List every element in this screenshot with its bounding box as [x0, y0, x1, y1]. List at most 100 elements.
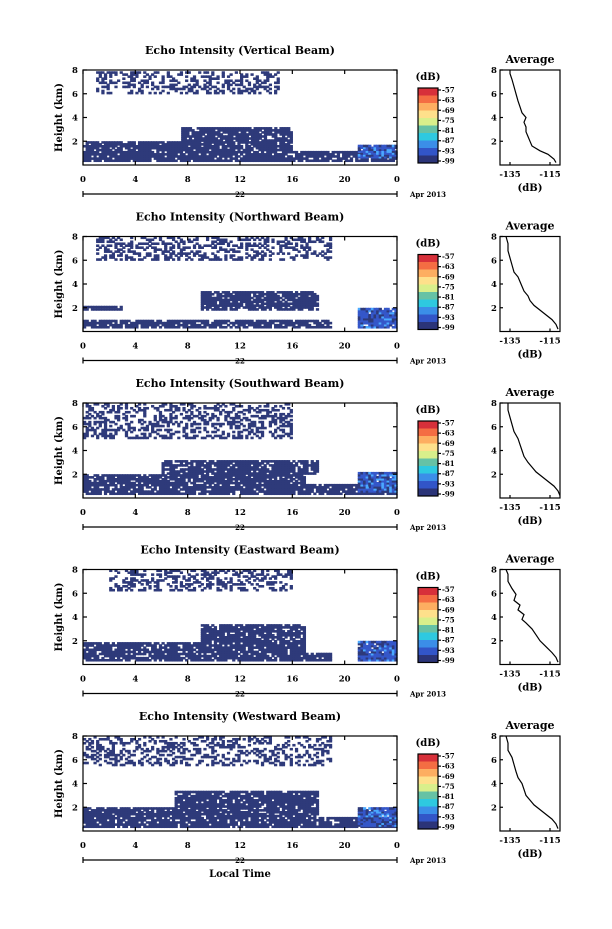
heatmap-cell	[271, 291, 275, 294]
heatmap-cell	[224, 254, 228, 257]
heatmap-cell	[225, 131, 229, 134]
heatmap-cell	[208, 481, 212, 485]
heatmap-cell	[224, 298, 228, 302]
heatmap-cell	[203, 306, 207, 309]
heatmap-cell	[216, 472, 220, 475]
heatmap-cell	[101, 244, 105, 247]
heatmap-cell	[258, 127, 262, 130]
heatmap-cell	[83, 490, 87, 493]
heatmap-cell	[300, 238, 304, 242]
heatmap-cell	[198, 486, 202, 489]
heatmap-cell	[234, 291, 238, 294]
heatmap-cell	[122, 476, 126, 479]
heatmap-cell	[281, 479, 286, 483]
heatmap-cell	[268, 302, 272, 306]
heatmap-cell	[389, 315, 393, 319]
heatmap-cell	[224, 146, 228, 150]
heatmap-cell	[237, 148, 241, 152]
heatmap-cell	[253, 483, 257, 487]
heatmap-cell	[182, 403, 186, 406]
heatmap-cell	[321, 486, 325, 489]
heatmap-cell	[177, 483, 181, 487]
heatmap-cell	[229, 256, 233, 259]
heatmap-cell	[211, 472, 215, 475]
heatmap-cell	[98, 490, 102, 493]
heatmap-cell	[153, 146, 157, 150]
heatmap-cell	[111, 488, 115, 491]
heatmap-cell	[260, 466, 265, 469]
heatmap-cell	[171, 236, 176, 240]
heatmap-cell	[101, 404, 105, 408]
heatmap-cell	[342, 488, 346, 491]
heatmap-cell	[169, 414, 173, 418]
heatmap-cell	[199, 129, 203, 132]
heatmap-cell	[106, 308, 110, 311]
heatmap-cell	[237, 141, 241, 144]
heatmap-cell	[232, 472, 236, 475]
heatmap-cell	[279, 139, 283, 142]
heatmap-cell	[240, 404, 244, 408]
heatmap-cell	[255, 319, 259, 323]
heatmap-cell	[391, 313, 395, 317]
heatmap-cell	[119, 488, 123, 491]
heatmap-cell	[161, 159, 165, 163]
heatmap-cell	[292, 323, 296, 327]
heatmap-cell	[221, 470, 225, 473]
heatmap-cell	[122, 321, 126, 325]
heatmap-cell	[334, 490, 338, 493]
heatmap-cell	[256, 137, 260, 140]
colorbar-segment	[418, 451, 438, 459]
heatmap-cell	[253, 294, 257, 298]
heatmap-cell	[240, 460, 244, 463]
heatmap-cell	[111, 404, 115, 408]
heatmap-cell	[258, 157, 262, 160]
heatmap-cell	[365, 146, 369, 150]
heatmap-cell	[242, 416, 246, 420]
heatmap-cell	[135, 155, 139, 158]
heatmap-cell	[237, 468, 241, 471]
heatmap-cell	[214, 127, 218, 130]
heatmap-cell	[287, 486, 291, 489]
heatmap-cell	[190, 460, 194, 463]
heatmap-cell	[258, 146, 262, 150]
heatmap-cell	[240, 466, 244, 469]
heatmap-cell	[365, 486, 369, 489]
heatmap-cell	[208, 153, 212, 156]
heatmap-cell	[187, 143, 191, 146]
heatmap-cell	[315, 460, 320, 463]
heatmap-cell	[266, 302, 270, 306]
heatmap-cell	[258, 483, 262, 487]
heatmap-cell	[266, 143, 270, 146]
heatmap-cell	[378, 154, 382, 157]
heatmap-cell	[127, 148, 131, 152]
heatmap-cell	[177, 436, 181, 440]
heatmap-cell	[119, 242, 123, 246]
heatmap-cell	[98, 488, 102, 491]
heatmap-cell	[232, 302, 236, 306]
heatmap-cell	[177, 408, 181, 412]
heatmap-cell	[315, 325, 320, 329]
heatmap-cell	[245, 148, 249, 152]
heatmap-cell	[145, 325, 150, 329]
heatmap-cell	[185, 426, 189, 430]
heatmap-cell	[376, 475, 380, 479]
heatmap-cell	[245, 319, 249, 323]
heatmap-cell	[164, 244, 168, 247]
heatmap-cell	[253, 91, 257, 95]
heatmap-cell	[357, 319, 361, 323]
heatmap-cell	[211, 302, 215, 306]
heatmap-cell	[362, 309, 367, 313]
heatmap-cell	[114, 155, 118, 158]
heatmap-cell	[208, 464, 212, 467]
heatmap-cell	[373, 146, 377, 150]
heatmap-cell	[212, 133, 216, 136]
heatmap-cell	[111, 323, 115, 327]
heatmap-cell	[289, 306, 293, 309]
heatmap-cell	[365, 157, 369, 160]
heatmap-cell	[258, 481, 262, 485]
heatmap-cell	[145, 483, 150, 487]
heatmap-cell	[211, 468, 215, 471]
heatmap-cell	[195, 141, 199, 144]
heatmap-cell	[111, 428, 115, 432]
heatmap-cell	[221, 306, 225, 309]
